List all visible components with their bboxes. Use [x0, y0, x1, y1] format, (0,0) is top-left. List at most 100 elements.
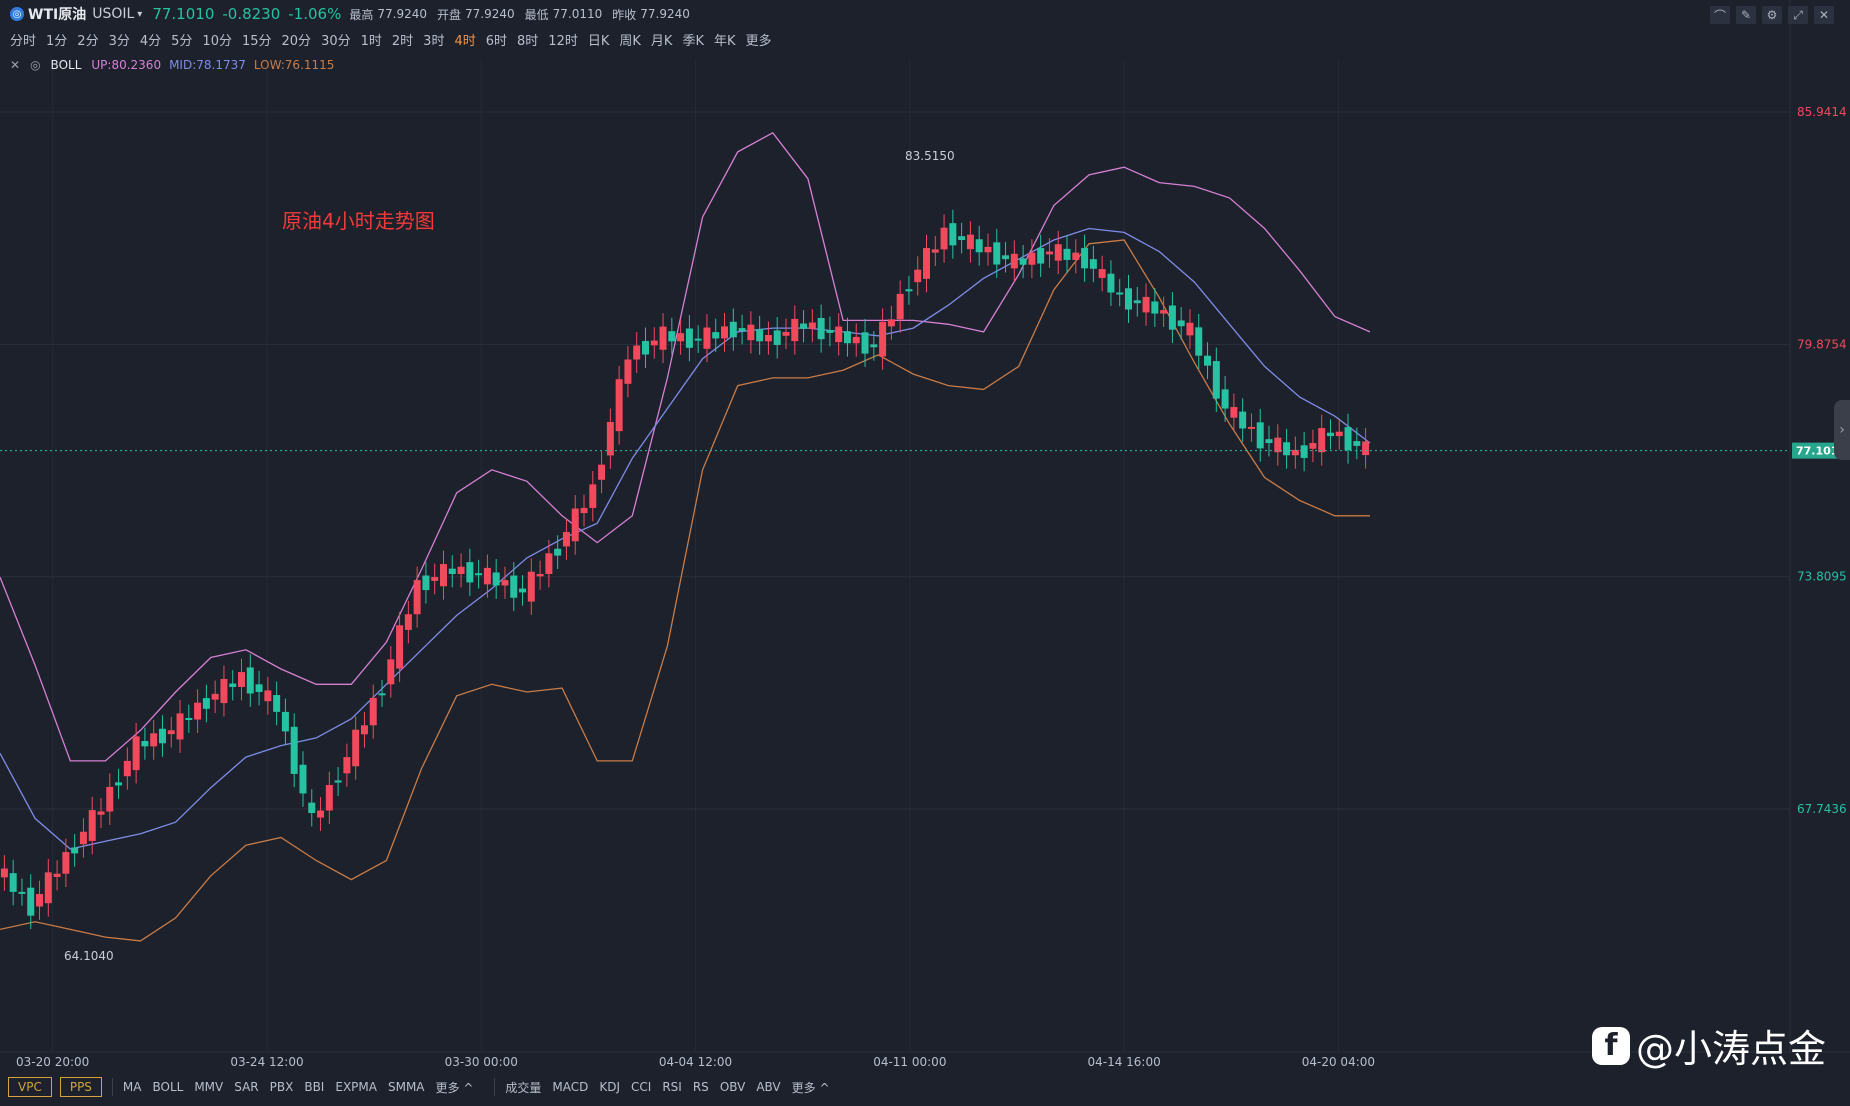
main-indicator-1[interactable]: BOLL: [152, 1080, 184, 1094]
candle-body: [1063, 248, 1071, 260]
candle-body: [439, 564, 447, 587]
candle-body: [843, 331, 851, 344]
symbol-code[interactable]: USOIL: [92, 6, 135, 22]
period-0[interactable]: 分时: [10, 34, 37, 49]
candle-body: [1265, 439, 1273, 444]
close-icon[interactable]: ✕: [1814, 6, 1834, 24]
x-tick-label: 03-24 12:00: [230, 1055, 303, 1069]
watermark: f @小涛点金: [1591, 1018, 1826, 1073]
candle-body: [1054, 244, 1062, 261]
sub-indicator-4[interactable]: RSI: [662, 1080, 682, 1094]
period-17[interactable]: 日K: [587, 34, 610, 49]
draw-pen-icon[interactable]: ✎: [1736, 6, 1756, 24]
candle-body: [396, 625, 404, 669]
period-8[interactable]: 20分: [281, 34, 312, 49]
period-21[interactable]: 年K: [713, 34, 736, 49]
period-18[interactable]: 周K: [619, 34, 641, 49]
sub-indicator-1[interactable]: MACD: [552, 1080, 589, 1094]
sub-indicator-7[interactable]: ABV: [756, 1080, 781, 1094]
candle-body: [1247, 426, 1255, 429]
prev-close-value: 77.9240: [640, 7, 690, 21]
candle-body: [299, 764, 307, 794]
main-indicator-3[interactable]: SAR: [234, 1080, 259, 1094]
candle-body: [782, 331, 790, 336]
period-22[interactable]: 更多: [745, 34, 772, 49]
period-9[interactable]: 30分: [321, 34, 351, 49]
candle-body: [211, 693, 219, 700]
period-1[interactable]: 1分: [46, 34, 68, 49]
main-indicator-7[interactable]: SMMA: [387, 1080, 425, 1094]
candle-body: [308, 802, 316, 814]
period-2[interactable]: 2分: [77, 34, 99, 49]
chevron-down-icon[interactable]: ▾: [137, 8, 143, 20]
indicator-name[interactable]: BOLL: [50, 58, 82, 72]
candles: [0, 209, 1370, 930]
candle-body: [290, 726, 298, 774]
candle-body: [1037, 248, 1045, 264]
candle-body: [1186, 322, 1194, 336]
candle-body: [483, 567, 491, 585]
visibility-icon[interactable]: ◎: [30, 58, 41, 72]
sub-indicator-0[interactable]: 成交量: [505, 1080, 542, 1095]
toggle-button-1[interactable]: PPS: [59, 1077, 102, 1097]
candle-body: [185, 718, 193, 721]
main-indicator-5[interactable]: BBI: [304, 1080, 325, 1094]
main-indicator-6[interactable]: EXPMA: [335, 1080, 377, 1094]
low-label: 最低: [524, 7, 549, 22]
candle-body: [422, 575, 430, 591]
candle-body: [571, 508, 579, 542]
main-indicator-0[interactable]: MA: [122, 1080, 142, 1094]
candle-body: [510, 575, 518, 598]
toggle-button-0[interactable]: VPC: [8, 1077, 52, 1097]
period-12[interactable]: 3时: [423, 34, 445, 49]
period-7[interactable]: 15分: [241, 34, 272, 49]
candle-body: [721, 326, 729, 339]
chevron-right-icon[interactable]: ›: [1834, 400, 1850, 460]
period-10[interactable]: 1时: [360, 34, 382, 49]
candle-body: [896, 293, 904, 320]
chart-type-icon[interactable]: ⌒: [1710, 6, 1730, 24]
period-20[interactable]: 季K: [682, 34, 704, 49]
period-16[interactable]: 12时: [548, 34, 578, 49]
candle-body: [62, 852, 70, 874]
current-price-label: 77.1010: [1796, 445, 1846, 458]
close-indicator-icon[interactable]: ✕: [10, 58, 21, 72]
candle-body: [352, 729, 360, 767]
candle-body: [53, 873, 61, 877]
period-11[interactable]: 2时: [391, 34, 414, 49]
main-indicator-8[interactable]: 更多 ^: [435, 1080, 474, 1095]
period-3[interactable]: 3分: [108, 34, 130, 49]
candle-body: [984, 246, 992, 253]
candle-body: [1239, 411, 1247, 429]
sub-indicator-6[interactable]: OBV: [719, 1080, 746, 1094]
candle-body: [1300, 445, 1308, 458]
period-13[interactable]: 4时: [454, 34, 476, 49]
main-indicator-2[interactable]: MMV: [194, 1080, 224, 1094]
sub-indicator-2[interactable]: KDJ: [599, 1080, 621, 1094]
indicator-bar: VPC PPS MA BOLL MMV SAR PBX BBI EXPMA SMMA 更多 ^ 成交量…: [0, 1072, 1850, 1102]
candle-body: [158, 728, 166, 744]
main-indicator-4[interactable]: PBX: [269, 1080, 294, 1094]
candle-body: [677, 333, 685, 342]
sub-indicator-8[interactable]: 更多 ^: [791, 1080, 830, 1095]
period-6[interactable]: 10分: [202, 34, 232, 49]
period-14[interactable]: 6时: [485, 34, 508, 49]
symbol-name[interactable]: WTI原油: [28, 7, 87, 23]
settings-icon[interactable]: ⚙: [1762, 6, 1782, 24]
candle-body: [273, 695, 281, 712]
candle-body: [1326, 432, 1334, 437]
chart-toolbar: ⌒ ✎ ⚙ ⤢ ✕: [1710, 6, 1834, 24]
period-19[interactable]: 月K: [650, 34, 673, 49]
boll-mid-value: MID:78.1737: [169, 58, 246, 72]
period-5[interactable]: 5分: [171, 34, 193, 49]
sub-indicator-3[interactable]: CCI: [631, 1080, 652, 1094]
candle-body: [1002, 255, 1010, 260]
x-tick-label: 04-04 12:00: [659, 1055, 732, 1069]
period-15[interactable]: 8时: [517, 34, 539, 49]
candle-body: [1344, 427, 1352, 451]
period-4[interactable]: 4分: [139, 34, 162, 49]
sub-indicator-5[interactable]: RS: [692, 1080, 709, 1094]
fullscreen-icon[interactable]: ⤢: [1788, 6, 1808, 24]
candle-body: [624, 359, 632, 384]
